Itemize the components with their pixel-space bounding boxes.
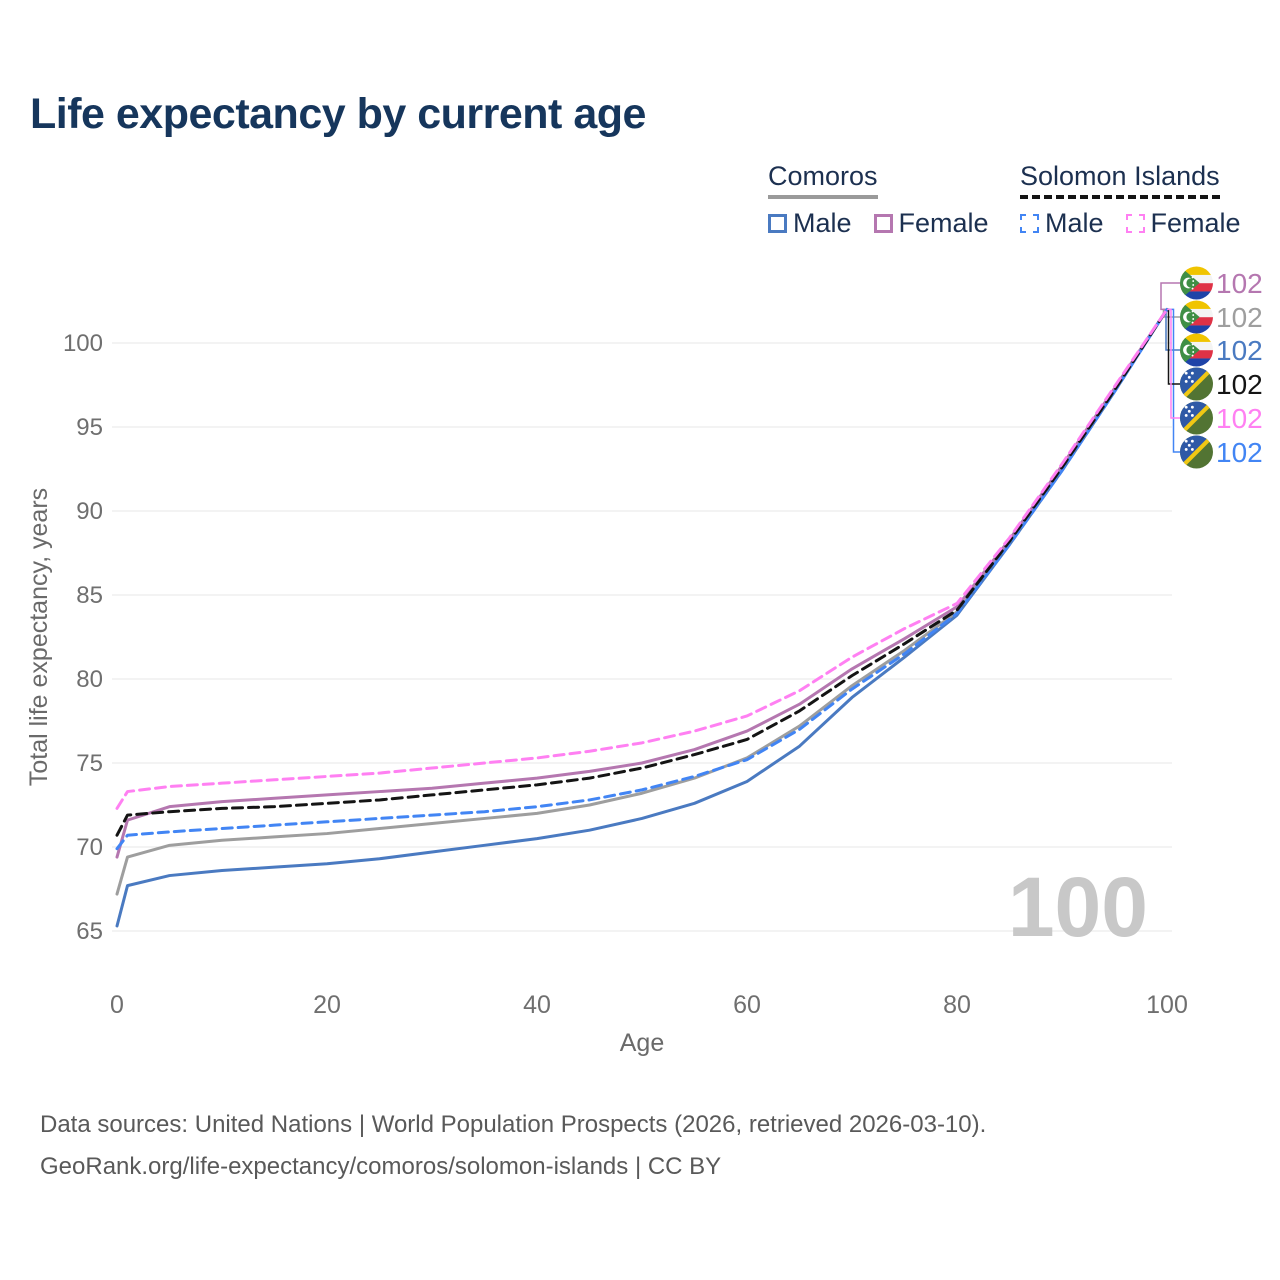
x-tick-label: 20 [313,991,341,1019]
y-tick-label: 90 [76,498,103,525]
y-tick-label: 65 [76,918,103,945]
series-line-solomon-islands-total[interactable] [115,307,1169,837]
legend-item-solomon-male[interactable]: Male [1020,208,1104,239]
legend-group-title-comoros[interactable]: Comoros [768,161,878,199]
source-url-line: GeoRank.org/life-expectancy/comoros/solo… [40,1153,722,1180]
legend-item-label: Female [898,207,989,238]
page-title: Life expectancy by current age [30,90,646,138]
comoros-flag-icon [1180,267,1213,300]
x-axis-title: Age [620,1029,664,1057]
y-tick-label: 75 [76,750,103,777]
legend-item-solomon-female[interactable]: Female [1125,207,1241,239]
x-tick-label: 40 [523,991,551,1019]
end-value-label-comoros-female: 102 [1216,268,1263,299]
x-tick-label: 100 [1146,991,1188,1019]
solomon-islands-flag-icon [1177,432,1216,471]
x-tick-label: 80 [943,991,971,1019]
legend-group-solomon-islands: Solomon Islands Male Female [1020,161,1241,239]
y-tick-label: 100 [63,330,103,357]
age-counter-watermark: 100 [1008,860,1148,954]
x-tick-label: 0 [110,991,124,1019]
end-value-label-solomon-islands-female: 102 [1216,403,1263,434]
y-tick-label: 70 [76,834,103,861]
legend-item-comoros-female[interactable]: Female [873,207,989,239]
legend-item-label: Male [1045,207,1104,238]
data-sources-line: Data sources: United Nations | World Pop… [40,1111,987,1138]
comoros-flag-icon [1180,301,1213,334]
solomon-female-swatch-icon [1125,213,1145,233]
leader-line-comoros-female [1160,282,1180,311]
legend-item-label: Male [793,207,852,238]
comoros-male-swatch-icon [768,213,787,233]
legend-group-title-solomon-islands[interactable]: Solomon Islands [1020,161,1220,199]
chart-footer: Data sources: United Nations | World Pop… [40,1104,986,1188]
solomon-male-swatch-icon [1020,213,1039,233]
legend-item-label: Female [1150,207,1241,238]
end-value-label-comoros-male: 102 [1216,335,1263,366]
series-line-comoros-female[interactable] [115,307,1169,859]
end-value-label-solomon-islands-male: 102 [1216,437,1263,468]
solomon-islands-flag-icon [1177,398,1216,437]
legend-group-comoros: Comoros Male Female [768,161,989,239]
y-tick-label: 80 [76,666,103,693]
end-value-label-comoros-total: 102 [1216,302,1263,333]
comoros-flag-icon [1180,334,1213,367]
end-value-label-solomon-islands-total: 102 [1216,369,1263,400]
comoros-female-swatch-icon [873,213,893,233]
series-line-solomon-islands-male[interactable] [115,307,1169,851]
series-line-solomon-islands-female[interactable] [115,307,1169,810]
solomon-islands-flag-icon [1177,364,1216,403]
x-tick-label: 60 [733,991,761,1019]
y-tick-label: 95 [76,414,103,441]
leader-line-solomon-islands-female [1167,308,1180,419]
y-tick-label: 85 [76,582,103,609]
series-line-comoros-male[interactable] [115,307,1169,928]
legend-item-comoros-male[interactable]: Male [768,208,852,239]
y-axis-title: Total life expectancy, years [25,488,53,786]
